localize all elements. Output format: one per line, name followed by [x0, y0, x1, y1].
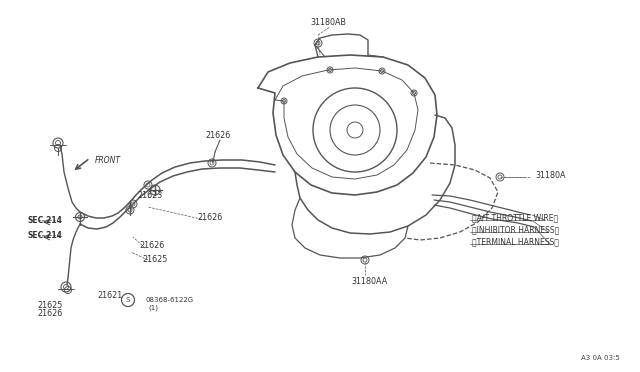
Text: FRONT: FRONT: [95, 155, 121, 164]
Text: 〈INHIBITOR HARNESS〉: 〈INHIBITOR HARNESS〉: [472, 225, 559, 234]
Text: 〈A/T THROTTLE WIRE〉: 〈A/T THROTTLE WIRE〉: [472, 214, 558, 222]
Text: SEC.214: SEC.214: [28, 231, 63, 240]
Text: SEC.214: SEC.214: [28, 215, 63, 224]
Text: 21625: 21625: [142, 256, 168, 264]
Text: 21626: 21626: [140, 241, 164, 250]
Text: 21621: 21621: [97, 291, 123, 299]
Text: 31180AB: 31180AB: [310, 17, 346, 26]
Text: A3 0A 03:5: A3 0A 03:5: [581, 355, 620, 361]
Text: 21626: 21626: [205, 131, 230, 140]
Text: 21626: 21626: [37, 308, 63, 317]
Text: 21625: 21625: [37, 301, 63, 310]
Text: 〈TERMINAL HARNESS〉: 〈TERMINAL HARNESS〉: [472, 237, 559, 247]
Text: S: S: [126, 297, 130, 303]
Text: (1): (1): [148, 305, 158, 311]
Text: 21623: 21623: [138, 190, 163, 199]
Text: 08368-6122G: 08368-6122G: [145, 297, 193, 303]
Text: 31180AA: 31180AA: [352, 278, 388, 286]
Text: 21626: 21626: [197, 212, 223, 221]
Text: 31180A: 31180A: [535, 170, 566, 180]
